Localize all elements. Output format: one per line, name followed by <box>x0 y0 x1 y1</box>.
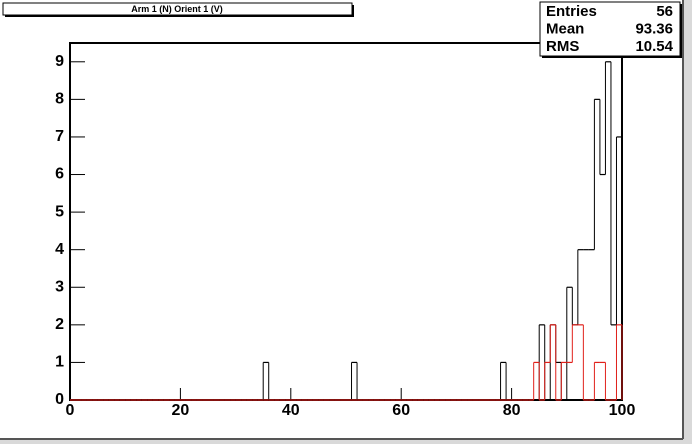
y-tick-label: 2 <box>55 316 64 333</box>
stat-label: Entries <box>546 3 597 20</box>
x-tick-label: 100 <box>609 402 636 419</box>
y-tick-label: 0 <box>55 391 64 408</box>
title-box <box>2 2 353 16</box>
y-tick-label: 8 <box>55 91 64 108</box>
y-tick-label: 9 <box>55 53 64 70</box>
chart-title: Arm 1 (N) Orient 1 (V) <box>131 4 223 14</box>
x-tick-label: 60 <box>392 402 410 419</box>
stat-label: RMS <box>546 38 579 55</box>
stats-box <box>539 1 681 57</box>
x-tick-label: 80 <box>503 402 521 419</box>
x-tick-label: 20 <box>172 402 190 419</box>
x-tick-label: 0 <box>66 402 75 419</box>
y-tick-label: 1 <box>55 354 64 371</box>
y-tick-label: 3 <box>55 278 64 295</box>
plot: 0 1 2 3 4 5 6 7 8 9 0 20 40 60 80 100 <box>55 42 636 419</box>
y-tick-label: 4 <box>55 241 64 258</box>
y-tick-label: 5 <box>55 203 64 220</box>
stat-value: 93.36 <box>635 20 673 37</box>
stats: Entries 56 Mean 93.36 RMS 10.54 <box>546 3 674 55</box>
y-tick-label: 6 <box>55 166 64 183</box>
canvas-bg <box>0 0 683 439</box>
stat-value: 56 <box>656 3 673 20</box>
y-tick-label: 7 <box>55 128 64 145</box>
x-tick-label: 40 <box>282 402 300 419</box>
stat-value: 10.54 <box>635 38 673 55</box>
stat-label: Mean <box>546 20 584 37</box>
